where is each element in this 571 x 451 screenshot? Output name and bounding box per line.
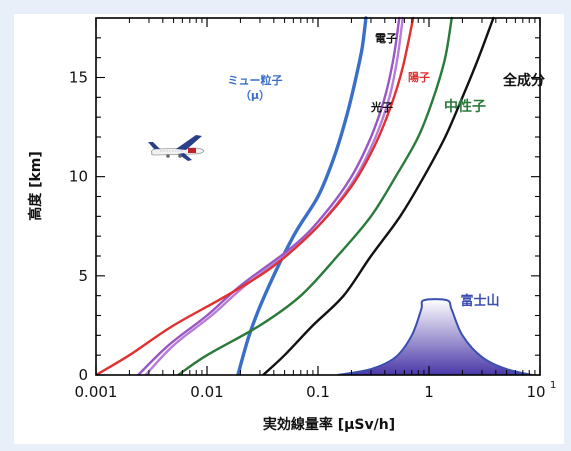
y-axis-label: 高度 [km]	[27, 151, 44, 221]
series-line	[137, 16, 401, 375]
y-tick-label: 15	[69, 69, 88, 87]
series-label: 全成分	[502, 72, 545, 89]
series-label: 光子	[370, 100, 393, 114]
series-line	[236, 16, 368, 375]
series-label: 陽子	[408, 70, 430, 84]
mountain-label: 富士山	[460, 293, 499, 309]
x-tick-label: 0.001	[75, 383, 118, 401]
series-label: 中性子	[444, 98, 486, 115]
series-line	[96, 16, 415, 375]
y-tick-label: 10	[69, 168, 88, 186]
axes-layer	[95, 17, 541, 376]
series-layer	[96, 16, 495, 375]
x-tick-label: 1	[424, 383, 434, 401]
airplane-icon	[148, 135, 205, 161]
series-label: 電子	[375, 32, 397, 45]
y-tick-label: 5	[78, 267, 88, 285]
chart-stage: 0.001 0.01 0.1 1 10 1 0 5 10 15 実効線量率 [µSv/h] 高度 [k…	[14, 14, 564, 444]
y-tick-label: 0	[78, 366, 88, 384]
series-label: （µ）	[240, 89, 270, 102]
series-line	[177, 16, 453, 375]
x-axis-label: 実効線量率 [µSv/h]	[263, 416, 395, 433]
series-line	[261, 16, 495, 375]
x-tick-label: 0.01	[190, 383, 223, 401]
x-tick-label-exp: 10	[526, 383, 545, 401]
x-tick-label: 0.1	[306, 383, 330, 401]
series-label: ミュー粒子	[228, 73, 283, 87]
mountain-layer	[337, 298, 533, 375]
mountain-shape	[337, 298, 533, 375]
series-line	[144, 16, 404, 375]
x-tick-exponent: 1	[550, 380, 556, 391]
